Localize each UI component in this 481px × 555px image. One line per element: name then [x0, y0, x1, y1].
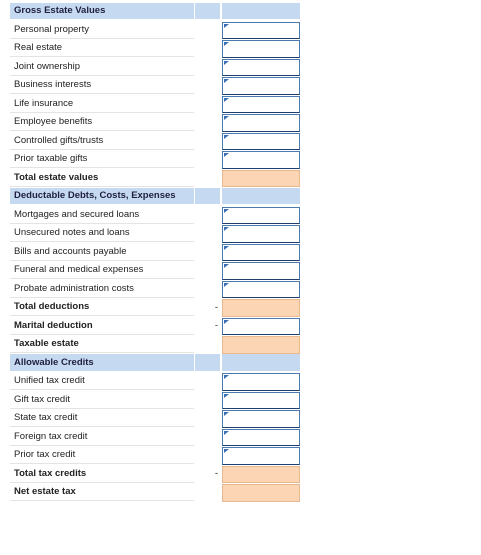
- input-field[interactable]: [222, 280, 300, 298]
- sign: -: [214, 301, 218, 313]
- row-label: Life insurance: [10, 95, 194, 113]
- input-field[interactable]: [222, 262, 300, 280]
- header-cell: [222, 2, 300, 20]
- row-label: Prior taxable gifts: [10, 151, 194, 168]
- input-field[interactable]: [222, 40, 300, 58]
- row-label: Total deductions: [10, 299, 194, 316]
- input-field[interactable]: [222, 243, 300, 261]
- row-label: Gift tax credit: [10, 391, 194, 409]
- header-cell: [195, 187, 220, 205]
- row-label: Real estate: [10, 40, 194, 57]
- input-field[interactable]: [222, 225, 300, 243]
- row-label: Foreign tax credit: [10, 428, 194, 446]
- row-label: Bills and accounts payable: [10, 243, 194, 261]
- input-field[interactable]: [222, 428, 300, 446]
- input-field[interactable]: [222, 373, 300, 391]
- row-label: Taxable estate: [10, 336, 194, 353]
- row-label: Business interests: [10, 77, 194, 94]
- total-field: [222, 299, 300, 317]
- total-field: [222, 336, 300, 354]
- header-cell: [222, 354, 300, 372]
- row-label: Total estate values: [10, 169, 194, 187]
- row-label: Mortgages and secured loans: [10, 206, 194, 224]
- section-header: Allowable Credits: [10, 354, 194, 372]
- input-field[interactable]: [222, 132, 300, 150]
- input-field[interactable]: [222, 391, 300, 409]
- row-label: Unified tax credit: [10, 373, 194, 390]
- input-field[interactable]: [222, 447, 300, 465]
- row-label: Funeral and medical expenses: [10, 262, 194, 279]
- row-label: Net estate tax: [10, 484, 194, 501]
- input-field[interactable]: [222, 317, 300, 335]
- header-cell: [195, 2, 220, 20]
- input-field[interactable]: [222, 114, 300, 132]
- input-field[interactable]: [222, 77, 300, 95]
- row-label: Employee benefits: [10, 114, 194, 131]
- row-label: Joint ownership: [10, 58, 194, 76]
- row-label: State tax credit: [10, 410, 194, 427]
- total-field: [222, 484, 300, 502]
- input-field[interactable]: [222, 410, 300, 428]
- input-field[interactable]: [222, 58, 300, 76]
- total-field: [222, 465, 300, 483]
- row-label: Unsecured notes and loans: [10, 225, 194, 242]
- row-label: Marital deduction: [10, 317, 194, 335]
- row-label: Probate administration costs: [10, 280, 194, 298]
- input-field[interactable]: [222, 151, 300, 169]
- row-label: Controlled gifts/trusts: [10, 132, 194, 150]
- input-field[interactable]: [222, 206, 300, 224]
- sign: -: [214, 320, 218, 332]
- header-cell: [195, 354, 220, 372]
- input-field[interactable]: [222, 21, 300, 39]
- row-label: Total tax credits: [10, 465, 194, 483]
- header-cell: [222, 187, 300, 205]
- section-header: Deductable Debts, Costs, Expenses: [10, 187, 194, 205]
- section-header: Gross Estate Values: [10, 2, 194, 20]
- row-label: Personal property: [10, 21, 194, 39]
- input-field[interactable]: [222, 95, 300, 113]
- sign: -: [214, 468, 218, 480]
- total-field: [222, 169, 300, 187]
- row-label: Prior tax credit: [10, 447, 194, 464]
